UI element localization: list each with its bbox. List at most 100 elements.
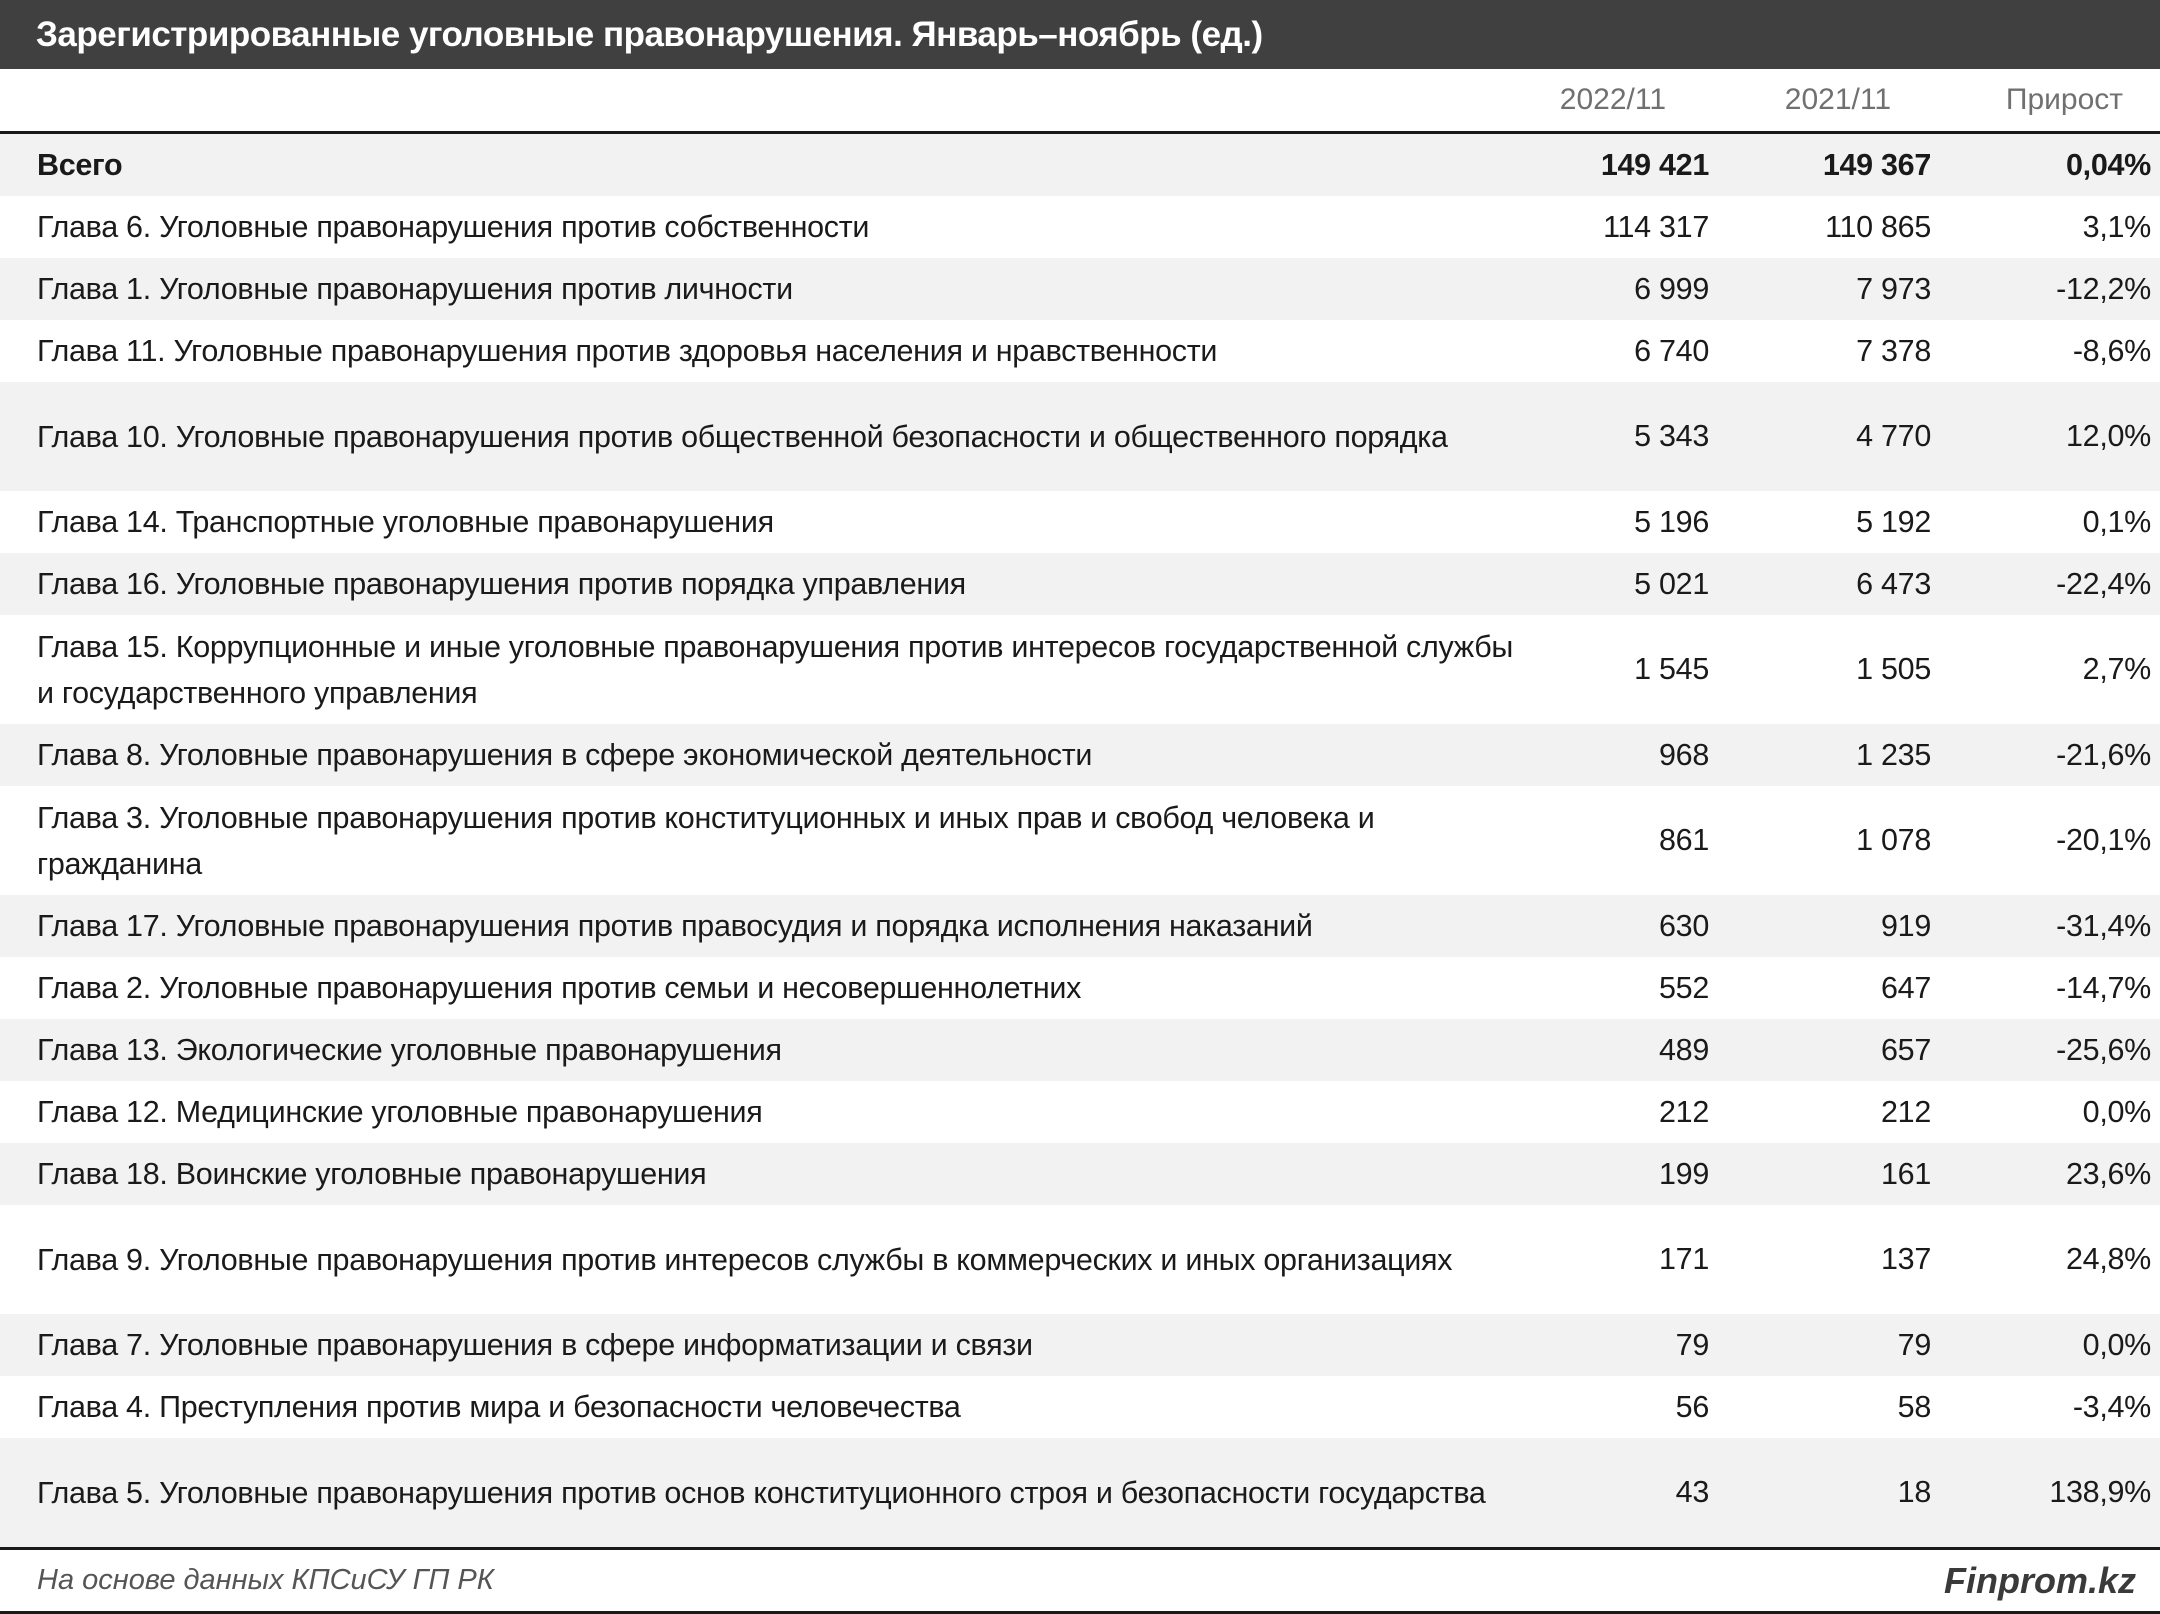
table-row: Глава 6. Уголовные правонарушения против…	[0, 196, 2160, 258]
value-2022: 552	[1659, 970, 1709, 1005]
value-2022: 56	[1675, 1389, 1710, 1424]
value-2022: 6 999	[1634, 271, 1709, 306]
value-growth: 138,9%	[2049, 1475, 2151, 1509]
value-growth: -3,4%	[2072, 1389, 2151, 1424]
table-row: Глава 2. Уголовные правонарушения против…	[0, 957, 2160, 1019]
value-growth: 0,0%	[2082, 1094, 2152, 1129]
value-2021: 58	[1897, 1389, 1932, 1424]
table-row: Глава 14. Транспортные уголовные правона…	[0, 491, 2160, 553]
value-2022: 43	[1675, 1475, 1710, 1509]
value-growth: -14,7%	[2056, 970, 2151, 1005]
value-growth: -20,1%	[2056, 823, 2151, 857]
table-row: Глава 9. Уголовные правонарушения против…	[0, 1205, 2160, 1314]
column-header-growth: Прирост	[2005, 83, 2123, 116]
table-row: Глава 4. Преступления против мира и безо…	[0, 1376, 2160, 1438]
column-header-row: 2022/11 2021/11 Прирост	[0, 69, 2160, 134]
value-growth: 23,6%	[2066, 1156, 2151, 1191]
value-growth: 24,8%	[2066, 1242, 2151, 1276]
source-note: На основе данных КПСиСУ ГП РК	[37, 1564, 494, 1596]
row-label: Глава 3. Уголовные правонарушения против…	[37, 800, 1375, 881]
value-2021: 7 378	[1856, 333, 1931, 368]
value-2021: 657	[1881, 1032, 1931, 1067]
column-header-2021: 2021/11	[1784, 83, 1891, 116]
value-growth: -21,6%	[2056, 737, 2151, 772]
value-growth: 3,1%	[2082, 209, 2152, 244]
row-label: Глава 7. Уголовные правонарушения в сфер…	[37, 1328, 1033, 1362]
value-2022: 489	[1659, 1032, 1709, 1067]
row-label: Глава 5. Уголовные правонарушения против…	[37, 1475, 1486, 1510]
table-row: Глава 8. Уголовные правонарушения в сфер…	[0, 724, 2160, 786]
table-title: Зарегистрированные уголовные правонаруше…	[0, 0, 2160, 69]
row-label: Глава 9. Уголовные правонарушения против…	[37, 1242, 1453, 1277]
row-label: Глава 11. Уголовные правонарушения проти…	[37, 334, 1218, 368]
value-2022: 199	[1659, 1156, 1709, 1191]
value-2022: 1 545	[1634, 652, 1709, 686]
value-2022: 630	[1659, 908, 1709, 943]
table-row: Глава 15. Коррупционные и иные уголовные…	[0, 615, 2160, 724]
value-2022: 114 317	[1603, 209, 1709, 244]
value-2021: 149 367	[1822, 147, 1931, 182]
value-growth: -25,6%	[2056, 1032, 2151, 1067]
row-label: Глава 17. Уголовные правонарушения проти…	[37, 909, 1313, 943]
value-growth: -22,4%	[2056, 566, 2151, 601]
value-2022: 968	[1659, 737, 1709, 772]
table-row: Глава 13. Экологические уголовные правон…	[0, 1019, 2160, 1081]
value-2022: 79	[1675, 1327, 1710, 1362]
row-label: Глава 8. Уголовные правонарушения в сфер…	[37, 738, 1093, 772]
value-2021: 1 235	[1856, 737, 1931, 772]
value-2021: 161	[1881, 1156, 1931, 1191]
row-label: Всего	[37, 148, 123, 182]
row-label: Глава 13. Экологические уголовные правон…	[37, 1033, 782, 1067]
table-row: Глава 10. Уголовные правонарушения проти…	[0, 382, 2160, 491]
value-2021: 1 505	[1856, 652, 1931, 686]
table-row: Глава 11. Уголовные правонарушения проти…	[0, 320, 2160, 382]
value-2021: 79	[1897, 1327, 1932, 1362]
value-growth: 0,04%	[2066, 147, 2151, 182]
footer: На основе данных КПСиСУ ГП РК Finprom.kz	[0, 1547, 2160, 1614]
value-2022: 6 740	[1634, 333, 1709, 368]
value-2021: 18	[1897, 1475, 1932, 1509]
value-2021: 4 770	[1856, 419, 1931, 453]
row-label: Глава 4. Преступления против мира и безо…	[37, 1390, 961, 1424]
row-label: Глава 18. Воинские уголовные правонаруше…	[37, 1157, 707, 1191]
column-header-2022: 2022/11	[1559, 83, 1666, 116]
value-2021: 7 973	[1856, 271, 1931, 306]
value-2021: 5 192	[1856, 504, 1931, 539]
value-2021: 110 865	[1825, 209, 1931, 244]
row-label: Глава 6. Уголовные правонарушения против…	[37, 210, 870, 244]
value-growth: 12,0%	[2066, 419, 2151, 453]
value-2022: 5 021	[1634, 566, 1709, 601]
value-2022: 5 196	[1634, 504, 1709, 539]
value-2022: 149 421	[1600, 147, 1709, 182]
value-2021: 1 078	[1856, 823, 1931, 857]
value-growth: -12,2%	[2056, 271, 2151, 306]
value-2021: 137	[1881, 1242, 1931, 1276]
table-row: Глава 5. Уголовные правонарушения против…	[0, 1438, 2160, 1547]
value-2021: 647	[1881, 970, 1931, 1005]
table-row: Глава 17. Уголовные правонарушения проти…	[0, 895, 2160, 957]
value-growth: -8,6%	[2072, 333, 2151, 368]
table-row: Глава 1. Уголовные правонарушения против…	[0, 258, 2160, 320]
value-2022: 861	[1659, 823, 1709, 857]
row-label: Глава 2. Уголовные правонарушения против…	[37, 971, 1082, 1005]
value-2022: 171	[1659, 1242, 1709, 1276]
table-row: Глава 12. Медицинские уголовные правонар…	[0, 1081, 2160, 1143]
value-2021: 919	[1881, 908, 1931, 943]
row-label: Глава 12. Медицинские уголовные правонар…	[37, 1095, 763, 1129]
table-body: Всего 149 421 149 367 0,04% Глава 6. Уголовн…	[0, 134, 2160, 1547]
value-growth: -31,4%	[2056, 908, 2151, 943]
row-label: Глава 16. Уголовные правонарушения проти…	[37, 567, 966, 601]
value-2021: 6 473	[1856, 566, 1931, 601]
brand-logo: Finprom.kz	[1943, 1559, 2136, 1601]
table-row: Глава 16. Уголовные правонарушения проти…	[0, 553, 2160, 615]
table-row: Глава 18. Воинские уголовные правонаруше…	[0, 1143, 2160, 1205]
value-2021: 212	[1881, 1094, 1931, 1129]
value-growth: 0,0%	[2082, 1327, 2152, 1362]
table-row: Глава 7. Уголовные правонарушения в сфер…	[0, 1314, 2160, 1376]
table-row: Глава 3. Уголовные правонарушения против…	[0, 786, 2160, 895]
value-growth: 2,7%	[2082, 652, 2152, 686]
row-label: Глава 10. Уголовные правонарушения проти…	[37, 419, 1448, 454]
row-label: Глава 14. Транспортные уголовные правона…	[37, 505, 774, 539]
row-label: Глава 15. Коррупционные и иные уголовные…	[37, 629, 1514, 710]
value-growth: 0,1%	[2082, 504, 2152, 539]
